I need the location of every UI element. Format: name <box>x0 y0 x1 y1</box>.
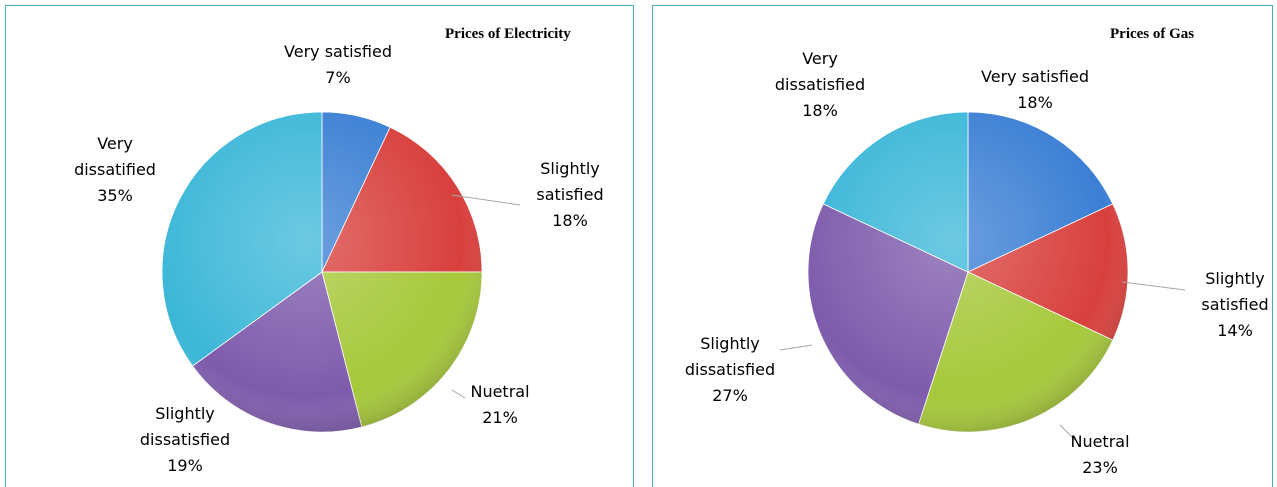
slice-label: Very dissatisfied 18% <box>765 46 875 124</box>
slice-label: Nuetral 23% <box>1045 429 1155 481</box>
slice-category: Very satisfied <box>284 42 392 61</box>
slice-value: 18% <box>802 101 838 120</box>
slice-label: Slightly satisfied 14% <box>1180 266 1277 344</box>
slice-category: Very dissatified <box>74 134 156 179</box>
slice-value: 23% <box>1082 458 1118 477</box>
slice-value: 7% <box>325 68 351 87</box>
chart-title: Prices of Electricity <box>445 26 571 42</box>
slice-value: 19% <box>167 456 203 475</box>
leader-line <box>1121 281 1186 291</box>
slice-category: Very satisfied <box>981 67 1089 86</box>
slice-category: Very dissatisfied <box>774 49 866 94</box>
slice-label: Nuetral 21% <box>445 379 555 431</box>
panel-border <box>652 5 1273 487</box>
slice-value: 14% <box>1217 321 1253 340</box>
slice-category: Nuetral <box>1070 432 1130 451</box>
slice-category: Slightly satisfied <box>1201 269 1269 314</box>
slice-label: Slightly dissatisfied 27% <box>675 331 785 409</box>
slice-category: Slightly dissatisfied <box>684 334 776 379</box>
slice-value: 18% <box>552 211 588 230</box>
slice-label: Slightly satisfied 18% <box>515 156 625 234</box>
leader-line <box>779 344 813 351</box>
slice-value: 18% <box>1017 93 1053 112</box>
slice-value: 21% <box>482 408 518 427</box>
slice-category: Slightly satisfied <box>536 159 604 204</box>
slice-category: Slightly dissatisfied <box>139 404 231 449</box>
slice-value: 35% <box>97 186 133 205</box>
slice-category: Nuetral <box>470 382 530 401</box>
slice-label: Very dissatified 35% <box>60 131 170 209</box>
slice-label: Very satisfied 18% <box>980 64 1090 116</box>
slice-value: 27% <box>712 386 748 405</box>
slice-label: Very satisfied 7% <box>283 39 393 91</box>
chart-title: Prices of Gas <box>1110 26 1195 42</box>
slice-label: Slightly dissatisfied 19% <box>130 401 240 479</box>
panel-border <box>5 5 634 487</box>
